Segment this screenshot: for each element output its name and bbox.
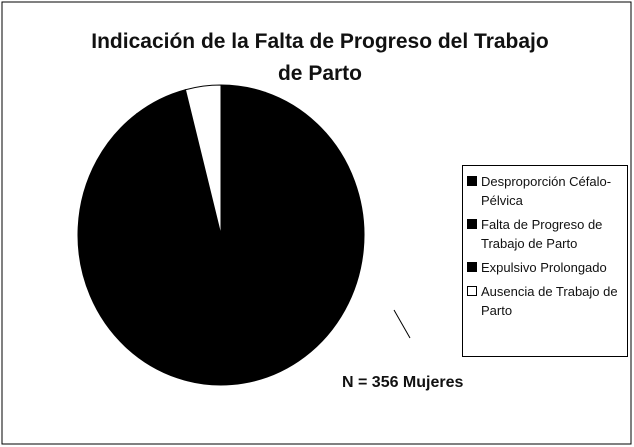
legend-label: Desproporción Céfalo-Pélvica [481, 174, 612, 208]
annotation: N = 356 Mujeres [342, 374, 464, 391]
legend-swatch [467, 262, 477, 272]
legend-swatch [467, 286, 477, 296]
legend-entry: Expulsivo Prolongado [467, 258, 623, 277]
legend-entry: Desproporción Céfalo-Pélvica [467, 172, 623, 210]
legend-label: Ausencia de Trabajo de Parto [481, 284, 618, 318]
legend: Desproporción Céfalo-Pélvica Falta de Pro… [462, 165, 628, 357]
legend-swatch [467, 176, 477, 186]
leader-line [393, 309, 411, 339]
legend-entry: Ausencia de Trabajo de Parto [467, 282, 623, 320]
legend-label: Expulsivo Prolongado [481, 260, 607, 275]
pie-slice [184, 84, 222, 236]
pie [77, 84, 365, 386]
legend-swatch [467, 219, 477, 229]
legend-entry: Falta de Progreso de Trabajo de Parto [467, 215, 623, 253]
chart-title: Indicación de la Falta de Progreso del T… [91, 30, 549, 85]
legend-label: Falta de Progreso de Trabajo de Parto [481, 217, 603, 251]
pie-slice [77, 91, 365, 386]
